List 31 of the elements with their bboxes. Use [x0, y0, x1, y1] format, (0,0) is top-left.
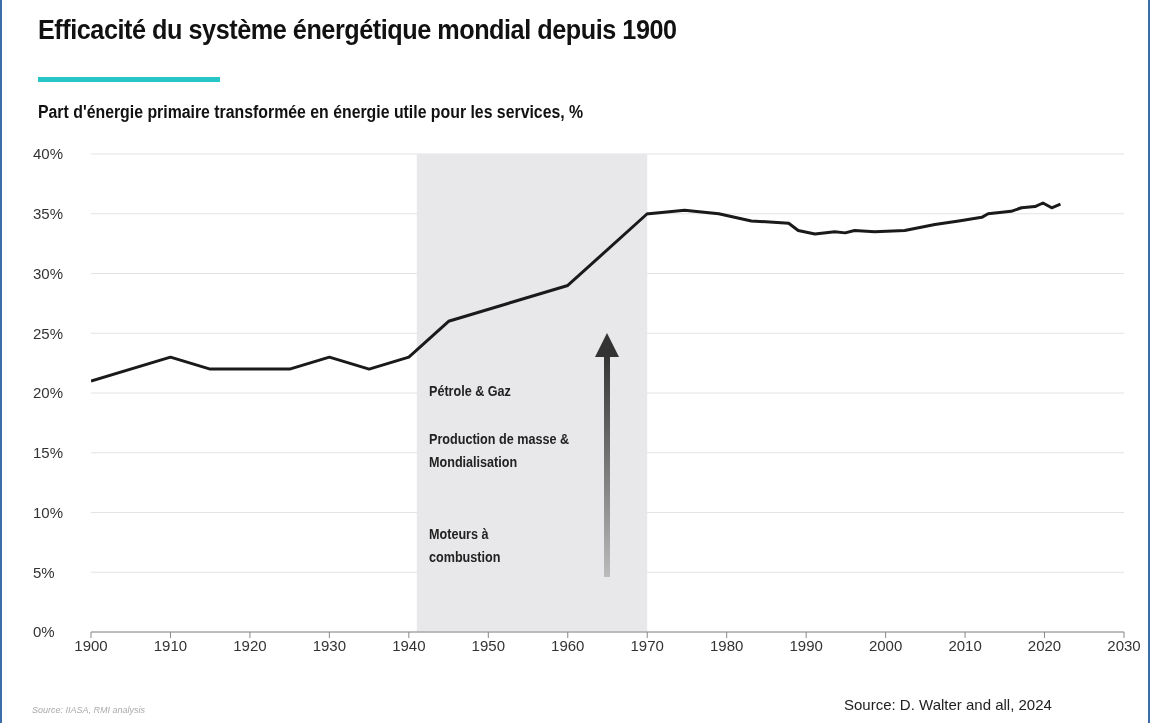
- annotation: Pétrole & Gaz: [428, 381, 512, 401]
- x-tick-label: 2020: [1027, 636, 1062, 654]
- annotation: Moteurs à combustion: [428, 525, 502, 568]
- chart-title: Efficacité du système énergétique mondial depuis 1900: [38, 14, 677, 46]
- x-tick-label: 1920: [233, 636, 267, 654]
- x-tick-label: 1950: [471, 636, 505, 654]
- x-tick-label: 1940: [392, 636, 426, 654]
- source-note: Source: D. Walter and all, 2024: [844, 696, 1052, 713]
- x-tick-label: 1900: [74, 636, 108, 654]
- line-series: [91, 201, 1062, 383]
- annotation: Production de masse & Mondialisation: [428, 429, 570, 472]
- x-tick-label: 1990: [789, 636, 823, 654]
- x-tick-label: 2030: [1107, 636, 1141, 654]
- y-tick-label: 35%: [33, 205, 64, 223]
- x-tick-label: 1930: [312, 636, 347, 654]
- x-tick-label: 1970: [630, 636, 664, 654]
- x-tick-label: 1980: [710, 636, 744, 654]
- x-tick-label: 2000: [868, 636, 903, 654]
- y-tick-label: 25%: [33, 324, 64, 342]
- y-tick-label: 15%: [33, 444, 64, 462]
- chart-subtitle: Part d'énergie primaire transformée en énergie utile pour les services, %: [38, 102, 584, 123]
- x-tick-label: 1910: [153, 636, 188, 654]
- y-tick-label: 5%: [33, 563, 55, 581]
- y-tick-label: 30%: [33, 264, 64, 282]
- x-tick-label: 2010: [948, 636, 982, 654]
- y-tick-label: 10%: [33, 503, 64, 521]
- source-note: Source: IIASA, RMI analysis: [32, 705, 146, 715]
- y-tick-label: 40%: [33, 145, 64, 163]
- y-tick-label: 0%: [33, 623, 55, 641]
- x-tick-label: 1960: [551, 636, 585, 654]
- y-tick-label: 20%: [33, 384, 64, 402]
